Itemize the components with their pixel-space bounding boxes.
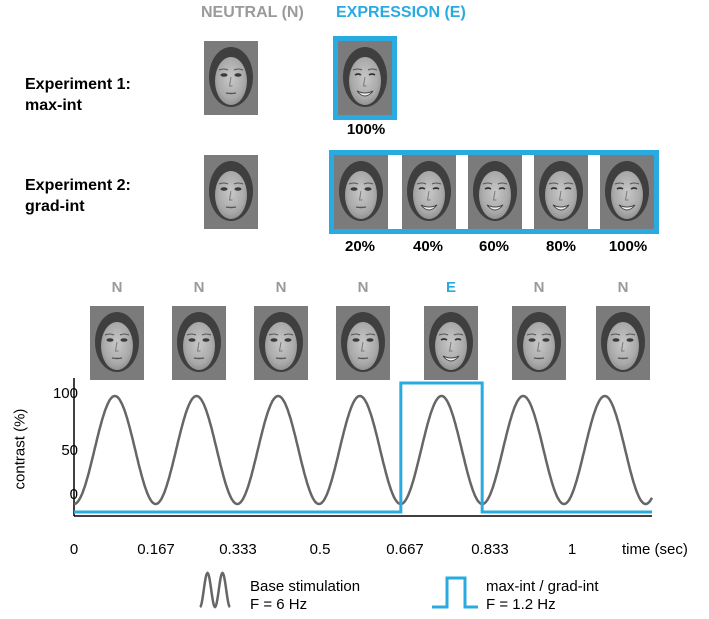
sequence-letter-2: N — [193, 279, 205, 296]
legend-modulation-frequency: F = 1.2 Hz — [486, 596, 556, 613]
x-tick-0-833: 0.833 — [471, 541, 509, 558]
exp2-level-80: 80% — [545, 238, 577, 255]
legend-base-text: Base stimulation F = 6 Hz — [250, 578, 360, 614]
legend-modulation-icon — [432, 576, 478, 609]
experiment-1-subtitle: max-int — [25, 97, 82, 114]
y-tick-50: 50 — [61, 442, 78, 459]
y-axis-title: contrast (%) — [11, 408, 29, 490]
exp2-level-20: 20% — [344, 238, 376, 255]
x-tick-0-167: 0.167 — [137, 541, 175, 558]
experiment-1-label: Experiment 1: max-int — [25, 74, 131, 116]
expression-header: EXPRESSION (E) — [336, 4, 466, 21]
exp2-level-40: 40% — [412, 238, 444, 255]
exp1-level-100: 100% — [346, 121, 386, 138]
x-tick-0: 0 — [69, 541, 79, 558]
sequence-letter-4: N — [357, 279, 369, 296]
experiment-1-title: Experiment 1: — [25, 76, 131, 93]
neutral-header: NEUTRAL (N) — [201, 4, 304, 21]
x-tick-0-667: 0.667 — [386, 541, 424, 558]
experiment-2-label: Experiment 2: grad-int — [25, 175, 131, 217]
legend-modulation-label: max-int / grad-int — [486, 578, 599, 595]
legend-modulation-text: max-int / grad-int F = 1.2 Hz — [486, 578, 599, 614]
expression-frame-exp2 — [329, 150, 659, 234]
sequence-letter-1: N — [111, 279, 123, 296]
x-axis-title: time (sec) — [622, 541, 688, 558]
experiment-2-title: Experiment 2: — [25, 177, 131, 194]
sequence-letter-3: N — [275, 279, 287, 296]
exp2-level-100: 100% — [608, 238, 648, 255]
sequence-letter-5: E — [445, 279, 456, 296]
base-stimulation-curve — [73, 394, 654, 506]
sequence-letter-7: N — [617, 279, 629, 296]
expression-frame-exp1 — [333, 36, 397, 120]
exp2-level-60: 60% — [478, 238, 510, 255]
y-tick-0: 0 — [69, 486, 78, 503]
x-tick-0-333: 0.333 — [219, 541, 257, 558]
experiment-2-subtitle: grad-int — [25, 198, 85, 215]
y-tick-100: 100 — [52, 385, 78, 402]
legend-base-label: Base stimulation — [250, 578, 361, 595]
sequence-letter-6: N — [533, 279, 545, 296]
legend-base-frequency: F = 6 Hz — [250, 596, 308, 613]
modulation-square-wave — [74, 381, 653, 514]
x-tick-1: 1 — [567, 541, 577, 558]
x-tick-0-5: 0.5 — [309, 541, 331, 558]
legend-base-icon — [199, 571, 231, 609]
